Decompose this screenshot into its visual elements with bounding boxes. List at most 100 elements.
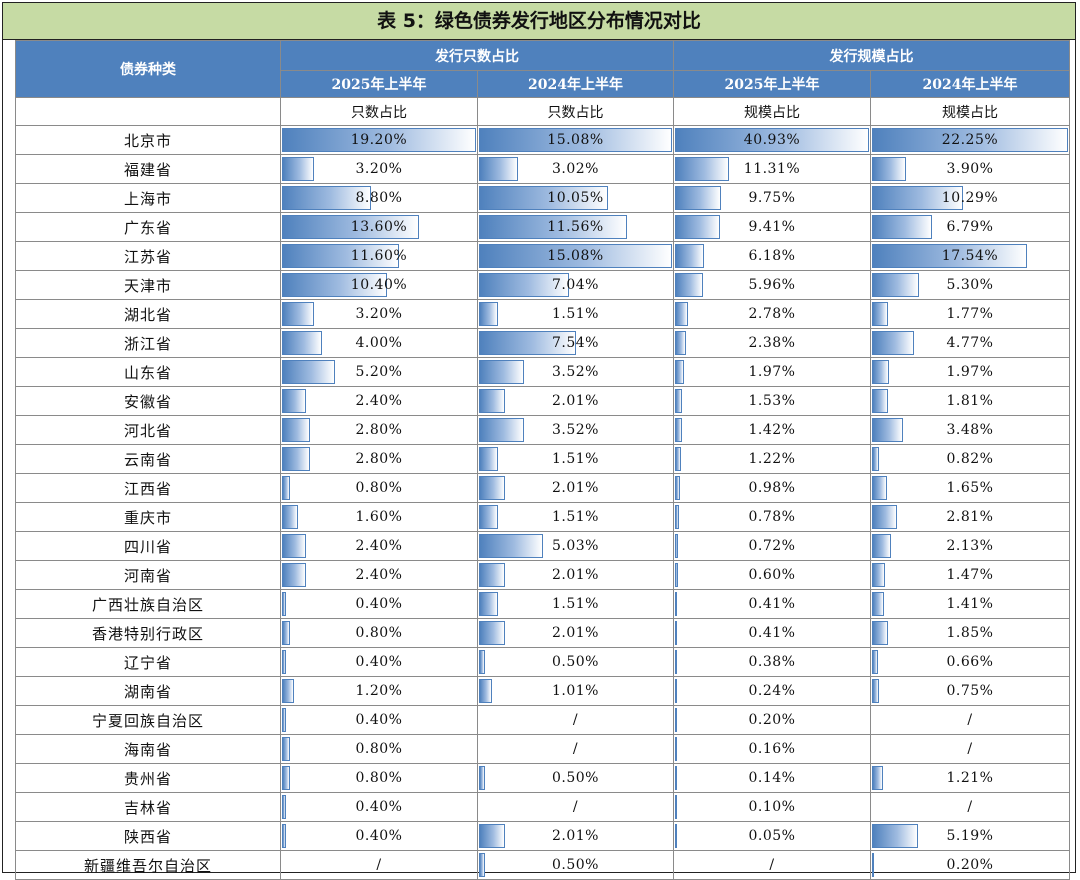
value-text: 22.25% [941,132,999,148]
table-row: 山东省 5.20% 3.52% 1.97% 1.97% [15,357,1070,387]
data-bar [282,389,307,413]
header-scale-share: 发行规模占比 [673,40,1070,71]
value-text: 0.38% [748,654,796,670]
value-text: / [572,741,579,757]
data-bar [675,244,705,268]
value-cell: 7.54% [477,328,674,358]
table-row: 江西省 0.80% 2.01% 0.98% 1.65% [15,473,1070,503]
value-cell: 13.60% [280,212,478,242]
data-bar [675,650,678,674]
value-cell: 0.40% [280,647,478,677]
value-text: 1.60% [355,509,403,525]
value-cell: / [870,734,1070,764]
value-cell: / [477,705,674,735]
data-bar [675,128,870,152]
data-bar [282,563,307,587]
value-text: 8.80% [355,190,403,206]
value-text: 2.78% [748,306,796,322]
value-text: 5.30% [946,277,994,293]
data-bar [282,737,291,761]
data-bar [675,215,720,239]
value-cell: 1.22% [673,444,871,474]
table-row: 陕西省 0.40% 2.01% 0.05% 5.19% [15,821,1070,851]
data-bar [872,505,897,529]
value-cell: 0.14% [673,763,871,793]
region-name: 江苏省 [15,241,281,271]
value-text: / [967,741,973,757]
value-cell: 2.78% [673,299,871,329]
value-cell: 0.50% [477,850,674,880]
value-text: 10.40% [350,277,408,293]
value-text: 1.65% [946,480,994,496]
region-name: 北京市 [15,125,281,155]
value-cell: 0.66% [870,647,1070,677]
value-text: 0.80% [355,741,403,757]
table-title: 表 5：绿色债券发行地区分布情况对比 [3,3,1075,40]
value-cell: 0.82% [870,444,1070,474]
value-text: 2.01% [552,393,599,409]
value-cell: / [870,705,1070,735]
data-bar [282,447,311,471]
value-text: 1.51% [552,509,599,525]
value-text: / [967,799,973,815]
table-row: 湖北省 3.20% 1.51% 2.78% 1.77% [15,299,1070,329]
data-bar [479,302,499,326]
data-bar [479,244,673,268]
value-cell: 1.47% [870,560,1070,590]
data-bar [282,302,315,326]
value-cell: 2.40% [280,560,478,590]
value-text: 2.40% [355,393,403,409]
region-name: 浙江省 [15,328,281,358]
value-cell: 0.40% [280,705,478,735]
region-name: 宁夏回族自治区 [15,705,281,735]
value-cell: 1.97% [673,357,871,387]
value-cell: 0.72% [673,531,871,561]
value-text: 0.05% [748,828,796,844]
value-text: / [769,857,775,873]
value-cell: 17.54% [870,241,1070,271]
region-name: 香港特别行政区 [15,618,281,648]
value-cell: 9.75% [673,183,871,213]
data-bar [675,186,722,210]
table-row: 海南省 0.80% / 0.16% / [15,734,1070,764]
data-bar [872,766,883,790]
value-text: 0.50% [552,770,599,786]
value-text: 1.20% [355,683,403,699]
data-table: 债券种类 发行只数占比 发行规模占比 2025年上半年 2024年上半年 202… [15,40,1070,880]
value-cell: 5.30% [870,270,1070,300]
subheader-label: 只数占比 [280,97,478,126]
data-bar [872,853,875,877]
header-category: 债券种类 [15,40,281,98]
subheader-label: 规模占比 [870,97,1070,126]
data-bar [479,331,576,355]
data-bar [479,215,627,239]
region-name: 四川省 [15,531,281,561]
data-bar [282,215,420,239]
region-name: 安徽省 [15,386,281,416]
region-name: 辽宁省 [15,647,281,677]
header-period: 2024年上半年 [477,70,674,98]
data-bar [479,766,486,790]
value-cell: 0.78% [673,502,871,532]
value-text: 1.21% [946,770,994,786]
table-row: 广西壮族自治区 0.40% 1.51% 0.41% 1.41% [15,589,1070,619]
value-cell: 1.85% [870,618,1070,648]
value-text: 1.42% [748,422,796,438]
region-name: 河南省 [15,560,281,590]
data-bar [872,592,885,616]
data-bar [675,737,678,761]
value-cell: 22.25% [870,125,1070,155]
value-cell: 1.51% [477,502,674,532]
value-cell: 11.31% [673,154,871,184]
value-cell: / [870,792,1070,822]
data-bar [872,418,903,442]
value-text: 2.01% [552,828,599,844]
table-row: 安徽省 2.40% 2.01% 1.53% 1.81% [15,386,1070,416]
value-cell: 3.90% [870,154,1070,184]
value-cell: 2.80% [280,444,478,474]
data-bar [282,650,287,674]
region-name: 陕西省 [15,821,281,851]
table-row: 新疆维吾尔自治区 / 0.50% / 0.20% [15,850,1070,880]
value-text: 3.20% [355,161,403,177]
